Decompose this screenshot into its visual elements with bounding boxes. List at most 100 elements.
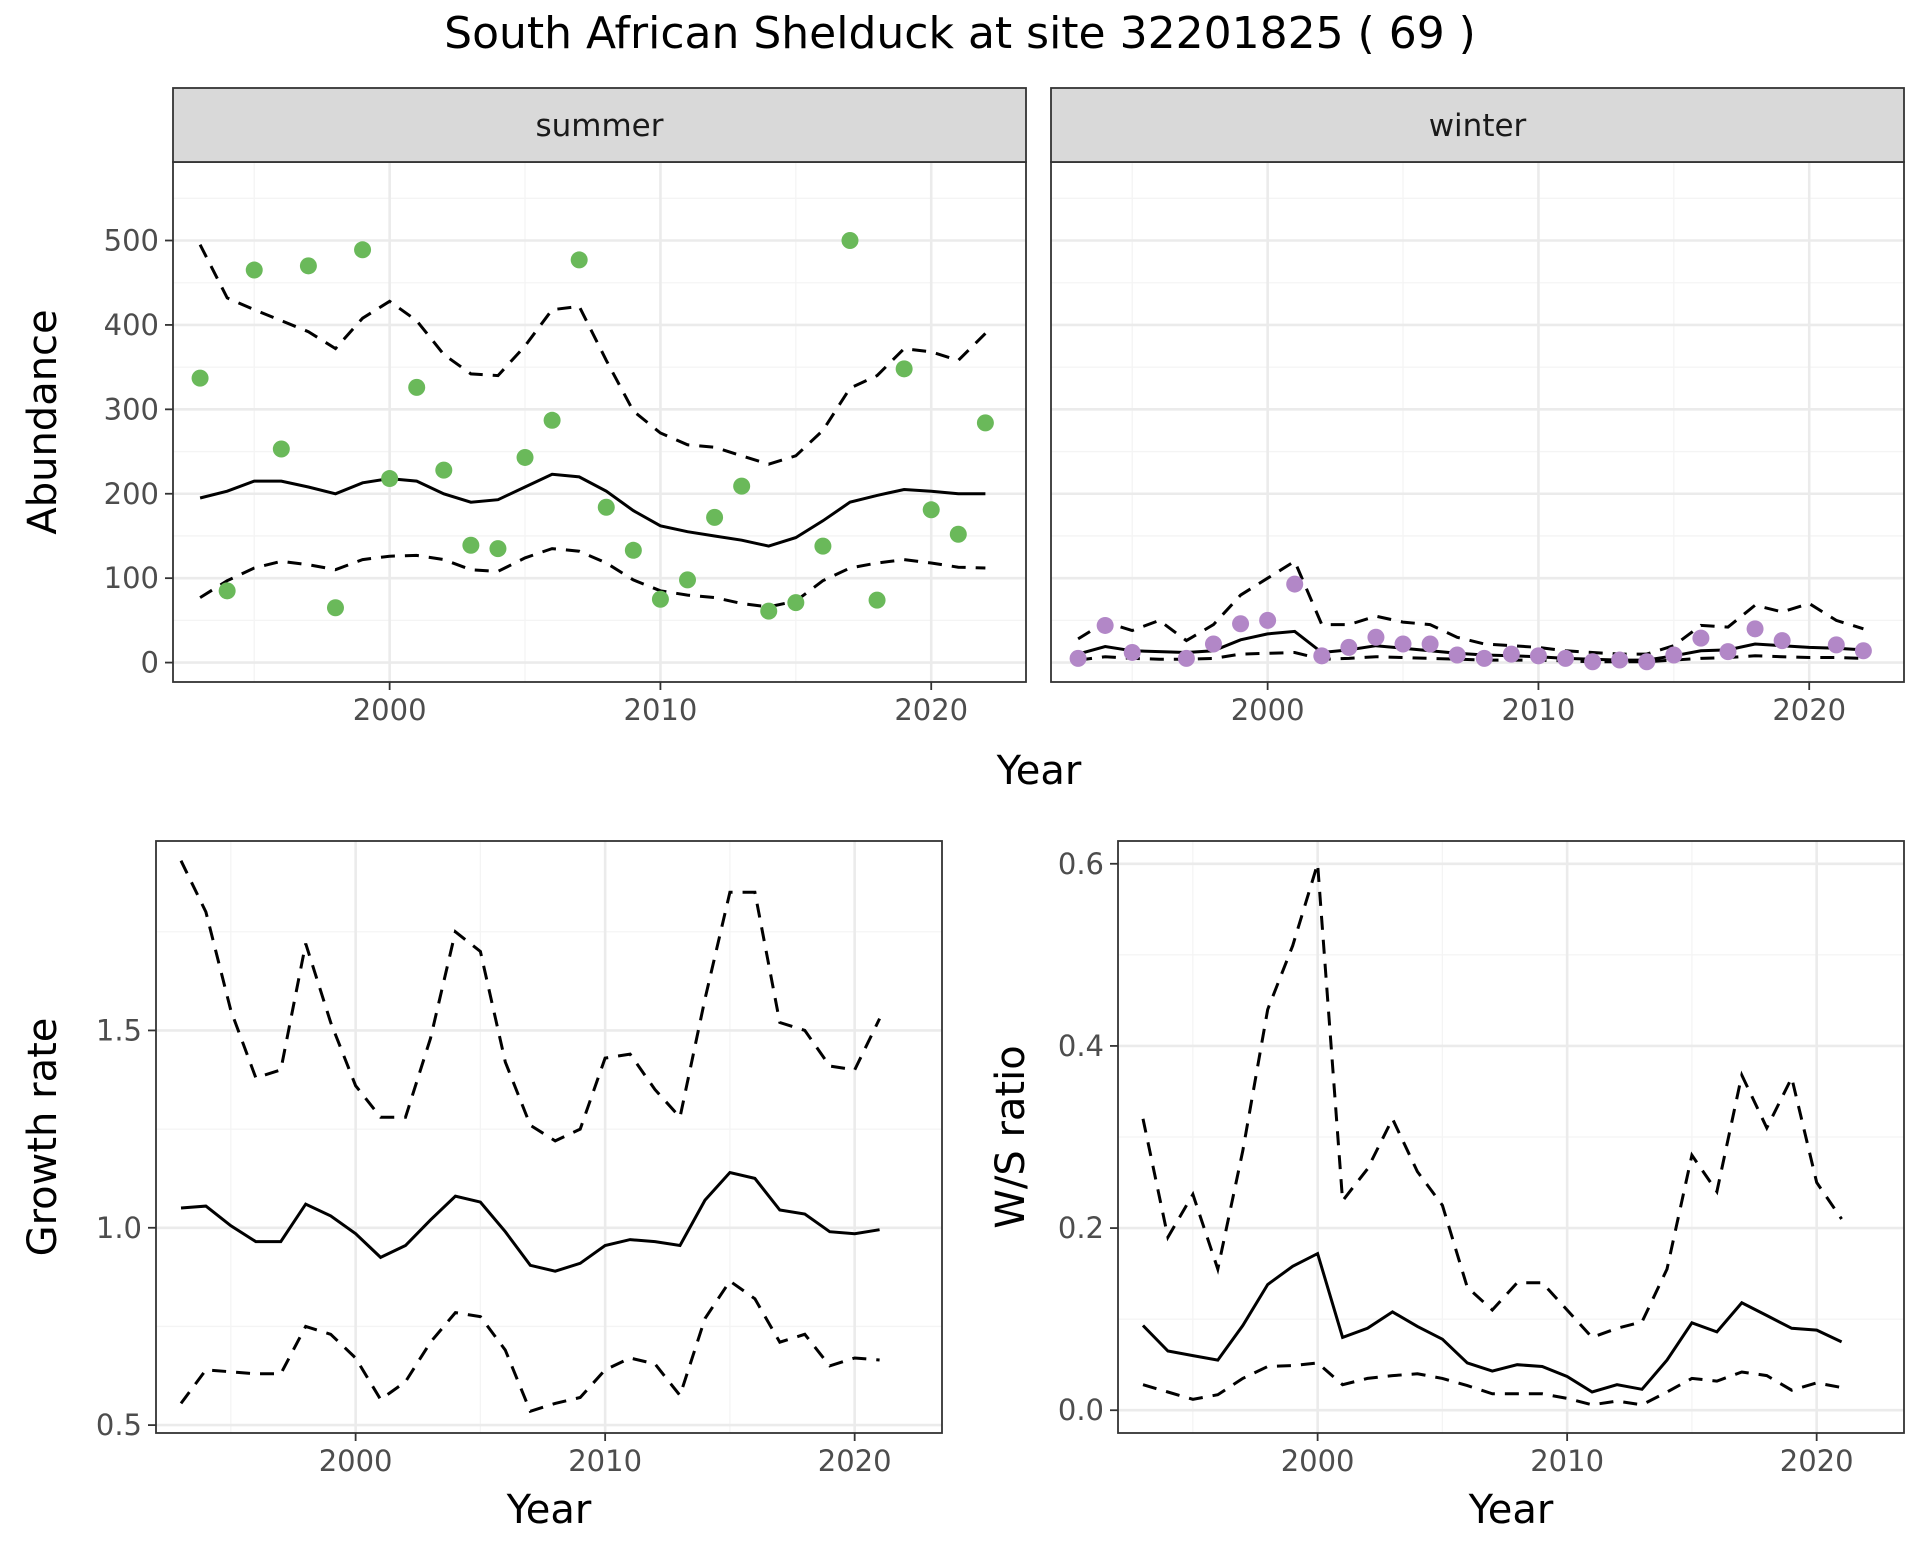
data-point [489,540,507,558]
data-point [624,541,642,559]
y-tick-label: 200 [104,477,159,511]
data-point [1096,616,1114,634]
x-tick-label: 2010 [568,1444,642,1478]
data-point [218,582,236,600]
data-point [354,241,372,259]
panel-border [155,840,943,1434]
y-tick-label: 0.0 [1058,1393,1104,1427]
data-point [1069,649,1087,667]
x-axis-title: Year [1468,1487,1554,1533]
y-tick-label: 1.0 [96,1211,142,1245]
data-point [516,448,534,466]
data-point [1394,635,1412,653]
x-tick-label: 2010 [1502,693,1576,727]
data-point [949,525,967,543]
data-point [814,537,832,555]
data-point [1123,643,1141,661]
x-axis-title: Year [506,1487,592,1533]
mean-line [1141,1251,1843,1394]
data-point [543,411,561,429]
data-point [787,594,805,612]
mean-line [199,472,986,548]
plot-background [156,841,942,1433]
data-point [272,440,290,458]
y-axis-title: Growth rate [20,1018,66,1257]
data-point [868,591,886,609]
data-point [326,599,344,617]
y-tick-label: 0.2 [1058,1211,1104,1245]
data-point [299,257,317,275]
data-point [1177,649,1195,667]
y-tick-label: 0.4 [1058,1029,1104,1063]
x-tick-label: 2000 [319,1444,393,1478]
panel-border [1117,840,1905,1434]
data-point [1854,642,1872,660]
upper-ci-line [1077,559,1864,656]
x-tick-label: 2000 [353,693,427,727]
data-point [1773,632,1791,650]
panels: summer 2000 2010 2020 0 100 200 300 400 500 Abunda… [20,87,1905,1533]
data-point [1638,653,1656,671]
x-axis-title-shared: Year [996,748,1082,794]
data-point [1421,635,1439,653]
lower-ci-line [179,1278,880,1414]
data-point [1448,646,1466,664]
y-tick-label: 100 [104,561,159,595]
lower-ci-line [199,547,986,609]
x-tick-label: 2020 [818,1444,892,1478]
data-point [1367,628,1385,646]
data-point [462,536,480,554]
data-point [976,414,994,432]
data-point [191,369,209,387]
data-point [1313,647,1331,665]
upper-ci-line [179,860,881,1143]
x-tick-label: 2010 [624,693,698,727]
x-tick-label: 2000 [1231,693,1305,727]
data-point [408,378,426,396]
chart-title: South African Shelduck at site 32201825 … [444,8,1476,59]
panel-summer: summer 2000 2010 2020 0 100 200 300 400 500 Abunda… [20,87,1027,727]
data-point [651,590,669,608]
data-point [1611,651,1629,669]
panel-growth: 2000 2010 2020 0.5 1.0 1.5 Growth rate Year [20,840,943,1533]
facet-strip-label: winter [1429,108,1527,144]
data-point [922,501,940,519]
data-point [245,261,263,279]
facet-strip-label: summer [535,108,663,144]
data-point [1692,629,1710,647]
x-tick-label: 2020 [1772,693,1846,727]
y-tick-label: 1.5 [96,1013,142,1047]
data-point [435,461,453,479]
data-point [1475,649,1493,667]
facet-strip [172,87,1027,163]
data-point [1584,653,1602,671]
x-tick-label: 2010 [1530,1444,1604,1478]
data-point [706,508,724,526]
y-tick-label: 400 [104,308,159,342]
data-point [570,251,588,269]
data-point [1746,620,1764,638]
data-point [1340,638,1358,656]
y-axis-title: Abundance [20,309,66,534]
data-point [895,360,913,378]
upper-ci-line [1141,863,1843,1340]
mean-line [180,1170,880,1273]
data-point [1286,575,1304,593]
facet-strip [1050,87,1905,163]
data-point [1232,615,1250,633]
data-point [1719,643,1737,661]
data-point [1204,635,1222,653]
y-tick-label: 0.6 [1058,847,1104,881]
data-point [1557,649,1575,667]
data-point [597,498,615,516]
panel-ratio: 2000 2010 2020 0.0 0.2 0.4 0.6 W/S ratio Year [988,840,1905,1533]
panel-winter: winter 2000 2010 2020 [1050,87,1905,727]
upper-ci-line [198,244,987,466]
data-point [760,602,778,620]
data-point [1827,636,1845,654]
y-tick-label: 0 [141,646,159,680]
data-point [1259,611,1277,629]
y-axis-title: W/S ratio [988,1045,1034,1228]
y-tick-label: 300 [104,392,159,426]
